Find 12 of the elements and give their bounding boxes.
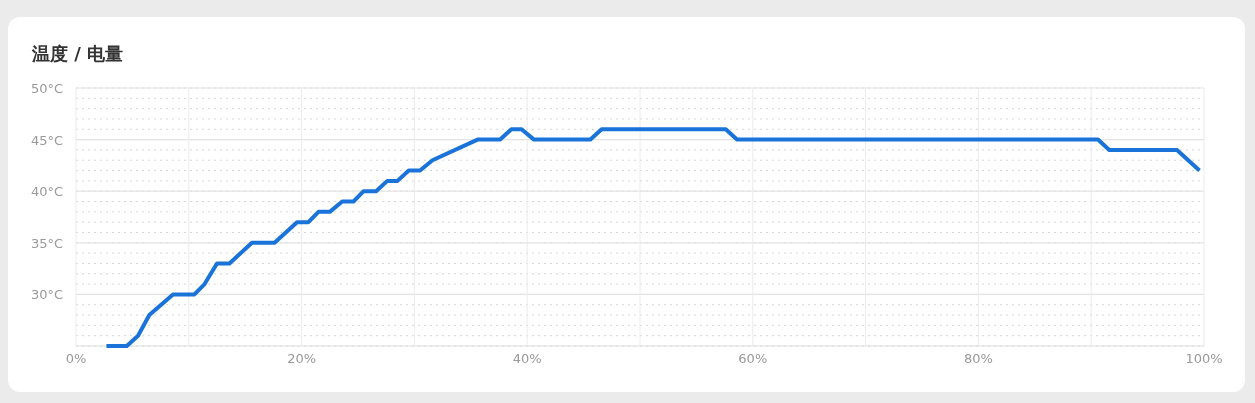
- x-tick-label: 60%: [738, 351, 768, 366]
- y-tick-label: 30°C: [30, 287, 63, 303]
- x-tick-label: 100%: [1185, 351, 1223, 366]
- y-tick-label: 40°C: [30, 184, 63, 200]
- x-tick-label: 80%: [963, 351, 993, 366]
- x-tick-label: 40%: [512, 351, 542, 366]
- y-tick-label: 50°C: [30, 81, 63, 96]
- y-tick-label: 35°C: [30, 235, 63, 251]
- x-tick-label: 0%: [65, 351, 87, 366]
- chart-title: 温度 / 电量: [31, 43, 124, 64]
- y-tick-label: 45°C: [30, 132, 63, 148]
- x-tick-label: 20%: [287, 351, 317, 366]
